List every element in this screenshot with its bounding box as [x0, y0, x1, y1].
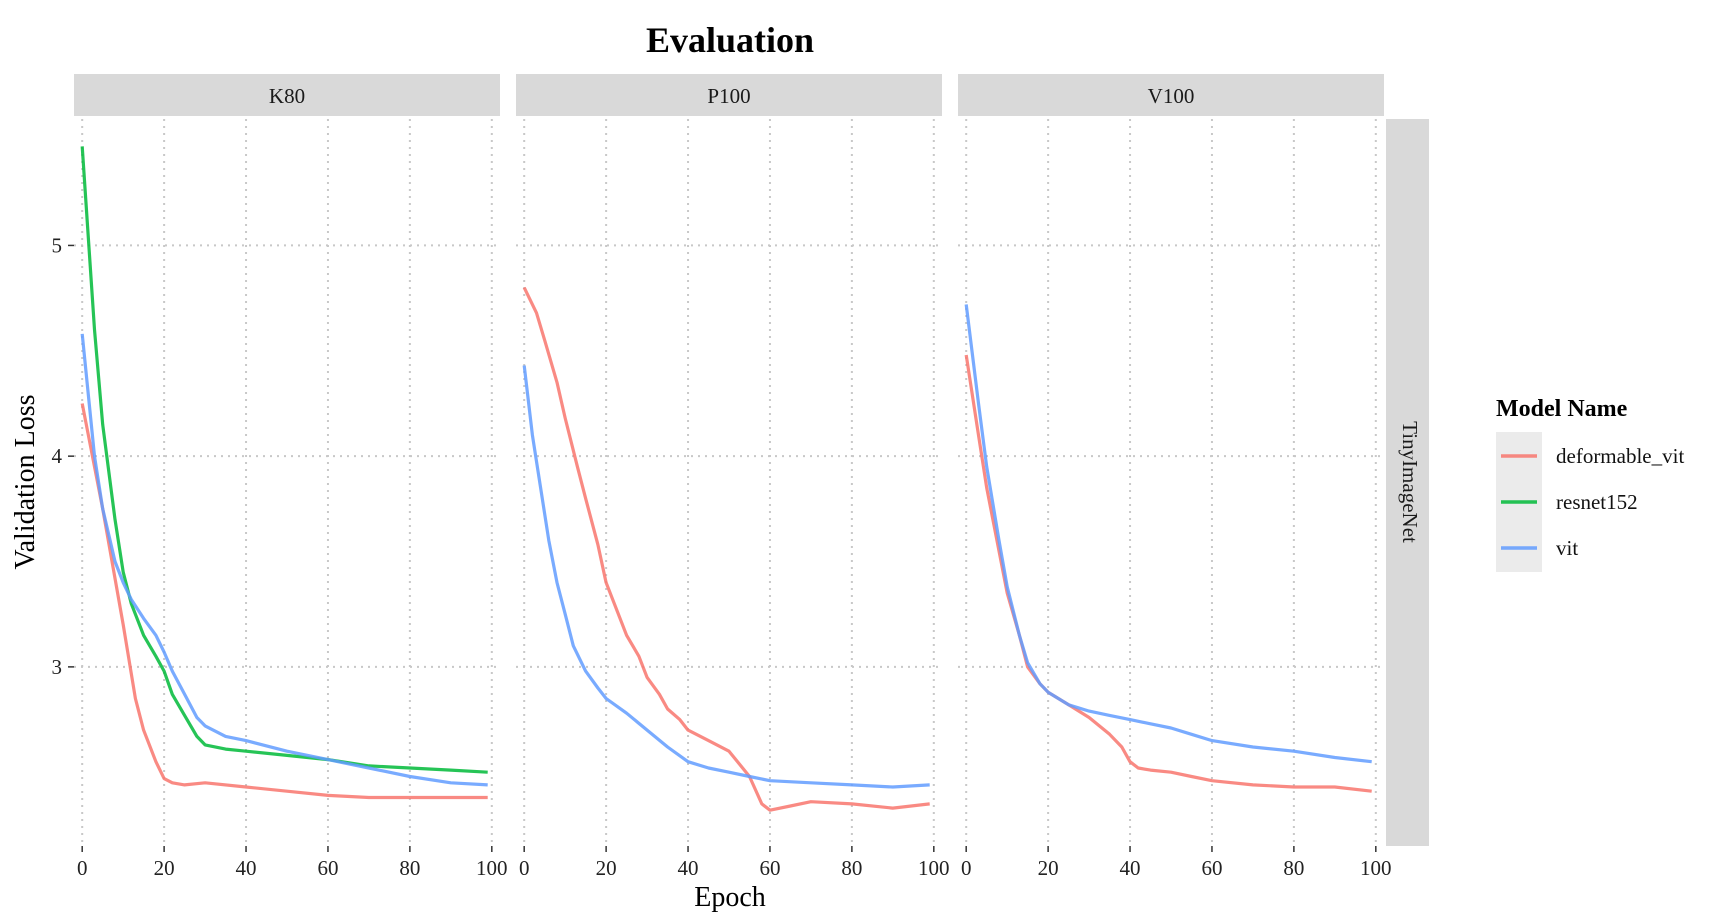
y-axis-title: Validation Loss — [10, 395, 41, 570]
x-axis-title: Epoch — [694, 882, 766, 913]
series-line-deformable-vit — [522, 286, 930, 812]
facet-strip-bg — [516, 74, 942, 116]
legend-label: resnet152 — [1556, 490, 1638, 514]
y-tick-label: 4 — [52, 444, 63, 468]
x-tick-label: 80 — [1283, 856, 1304, 880]
series-line-deformable-vit — [964, 354, 1372, 793]
series-line-vit — [80, 333, 488, 787]
facet-strip-label: K80 — [269, 84, 305, 108]
x-tick-label: 100 — [1360, 856, 1392, 880]
facet-strip-bg — [74, 74, 500, 116]
facet-panel-p100: P100 0 20 40 60 80 100 — [516, 74, 950, 880]
x-tick-label: 40 — [236, 856, 257, 880]
series-line-deformable-vit — [80, 403, 488, 800]
series-line-vit — [964, 304, 1372, 764]
x-tick-label: 0 — [77, 856, 88, 880]
row-facet-strip-bg — [1386, 119, 1429, 846]
legend-title: Model Name — [1496, 396, 1628, 422]
x-tick-label: 20 — [1038, 856, 1059, 880]
series-line-resnet152 — [80, 146, 488, 774]
legend-label: vit — [1556, 536, 1578, 560]
y-axis-ticks: 3 4 5 — [52, 233, 74, 679]
legend-label: deformable_vit — [1556, 444, 1684, 468]
series-line-vit — [522, 365, 930, 789]
facet-panel-v100: V100 0 20 40 60 80 100 — [958, 74, 1392, 880]
facet-strip-bg — [958, 74, 1384, 116]
facet-strip-label: V100 — [1148, 84, 1195, 108]
x-tick-label: 0 — [961, 856, 972, 880]
x-tick-label: 40 — [1120, 856, 1141, 880]
y-tick-label: 3 — [52, 655, 63, 679]
x-tick-label: 20 — [154, 856, 175, 880]
legend: Model Name deformable_vit resnet152 vit — [1496, 396, 1684, 572]
x-tick-label: 60 — [759, 856, 780, 880]
facet-panel-k80: K80 0 20 40 60 80 100 — [74, 74, 508, 880]
row-facet-label: TinyImageNet — [1398, 421, 1422, 543]
x-tick-label: 0 — [519, 856, 530, 880]
x-tick-label: 80 — [841, 856, 862, 880]
x-tick-label: 80 — [399, 856, 420, 880]
x-tick-label: 60 — [317, 856, 338, 880]
x-tick-label: 60 — [1201, 856, 1222, 880]
x-tick-label: 20 — [596, 856, 617, 880]
chart-title: Evaluation — [646, 20, 814, 60]
x-tick-label: 100 — [918, 856, 950, 880]
x-tick-label: 40 — [678, 856, 699, 880]
row-facet-strip: TinyImageNet — [1386, 119, 1429, 846]
facet-strip-label: P100 — [707, 84, 750, 108]
y-tick-label: 5 — [52, 233, 63, 257]
x-tick-label: 100 — [476, 856, 508, 880]
facet-panels: K80 0 20 40 60 80 100 P100 0 20 40 60 80 100 V100 0 20 40… — [52, 74, 1392, 880]
